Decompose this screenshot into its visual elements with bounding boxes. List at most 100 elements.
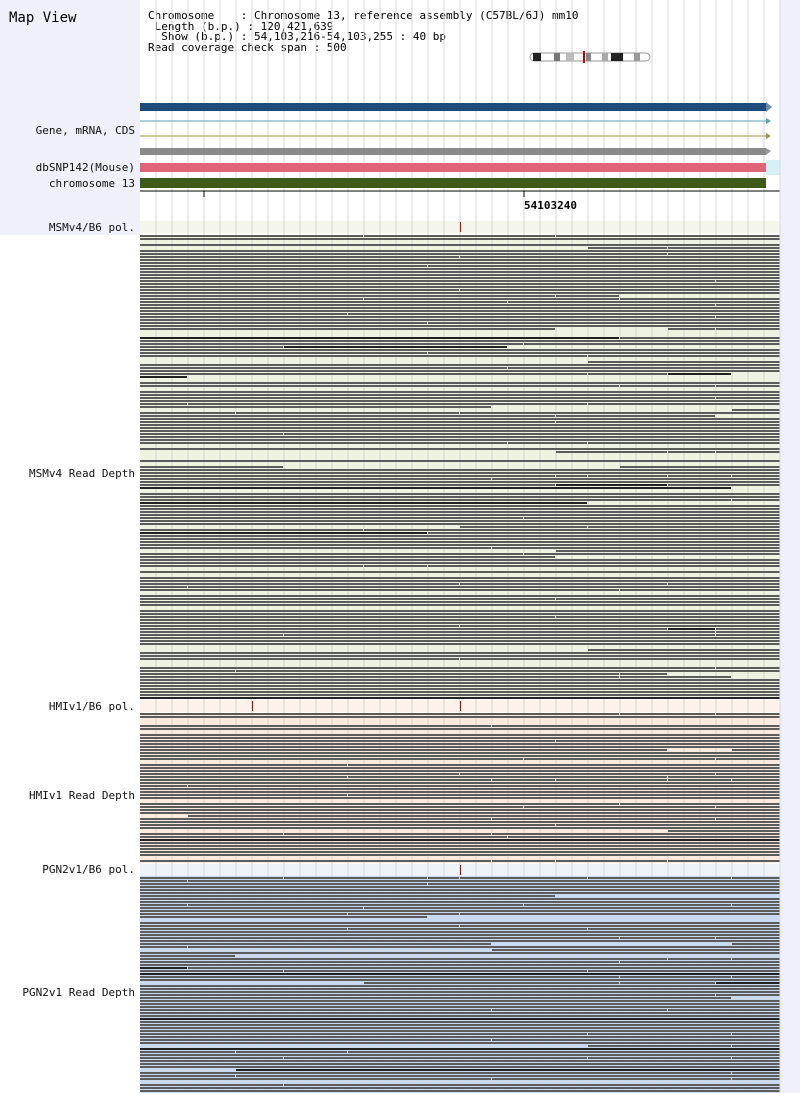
gene-track[interactable] (140, 102, 772, 155)
read-segment (524, 343, 799, 345)
read-segment (620, 961, 799, 963)
read-segment (716, 806, 799, 808)
read-segment (140, 1084, 283, 1086)
read-segment (492, 1078, 731, 1080)
msmv4-reads[interactable] (140, 235, 799, 699)
hmiv1-depth-label[interactable]: HMIv1 Read Depth (29, 789, 135, 802)
dbsnp-bar[interactable] (140, 163, 766, 172)
read-segment (492, 547, 799, 549)
hmiv1-reads[interactable] (140, 713, 799, 862)
read-segment (140, 1009, 491, 1011)
read-segment (556, 824, 799, 826)
read-segment (524, 553, 799, 555)
read-segment (668, 830, 799, 832)
read-segment (348, 928, 587, 930)
read-segment (588, 649, 799, 651)
read-segment (140, 499, 731, 501)
read-segment (140, 631, 715, 633)
read-segment (140, 988, 799, 990)
read-segment (140, 565, 363, 567)
read-segment (556, 860, 667, 862)
read-segment (732, 779, 799, 781)
chromosome-ideogram[interactable] (529, 51, 651, 63)
read-segment (140, 364, 799, 366)
read-segment (428, 883, 799, 885)
read-segment (620, 673, 667, 675)
read-segment (140, 785, 187, 787)
read-segment (140, 349, 799, 351)
read-segment (284, 346, 507, 348)
read-segment (668, 247, 799, 249)
read-segment (140, 725, 491, 727)
ruler: 54103240 (140, 190, 780, 212)
read-segment (140, 598, 555, 600)
read-segment (140, 655, 799, 657)
hmiv1-pol-label[interactable]: HMIv1/B6 pol. (48, 700, 135, 713)
read-segment (140, 634, 283, 636)
pgn2v1-pol-label[interactable]: PGN2v1/B6 pol. (42, 863, 135, 876)
read-segment (716, 713, 799, 715)
read-segment (732, 1078, 799, 1080)
read-segment (460, 773, 715, 775)
pgn2v1-depth-label[interactable]: PGN2v1 Read Depth (22, 986, 135, 999)
read-segment (140, 619, 799, 621)
read-segment (140, 403, 187, 405)
read-segment (140, 385, 619, 387)
read-segment (140, 262, 799, 264)
read-segment (140, 845, 799, 847)
read-segment (140, 767, 799, 769)
read-segment (140, 478, 491, 480)
span-info: Read coverage check span : 500 (148, 40, 347, 54)
read-segment (140, 682, 799, 684)
read-segment (460, 625, 799, 627)
read-segment (284, 877, 427, 879)
chromosome-info: Chromosome : Chromosome 13, reference as… (148, 9, 579, 22)
read-segment (140, 794, 347, 796)
read-segment (588, 970, 799, 972)
read-segment (140, 520, 799, 522)
read-segment (556, 295, 619, 297)
read-segment (588, 442, 799, 444)
map-panel[interactable]: 54103240 (140, 0, 800, 1093)
msmv4-depth-label[interactable]: MSMv4 Read Depth (29, 467, 135, 480)
read-segment (140, 854, 799, 856)
read-segment (668, 628, 715, 630)
read-segment (460, 412, 799, 414)
read-segment (140, 556, 555, 558)
read-segment (140, 448, 799, 450)
read-segment (524, 904, 731, 906)
read-segment (140, 991, 799, 993)
read-segment (140, 886, 799, 888)
dbsnp-track-label[interactable]: dbSNP142(Mouse) (35, 161, 135, 174)
read-segment (140, 928, 347, 930)
pgn2v1-reads[interactable] (140, 877, 799, 1092)
read-segment (140, 283, 799, 285)
gene-track-label[interactable]: Gene, mRNA, CDS (35, 124, 135, 137)
read-segment (140, 1012, 799, 1014)
read-segment (140, 1054, 799, 1056)
read-segment (556, 235, 799, 237)
read-segment (508, 442, 587, 444)
read-segment (140, 460, 799, 462)
read-segment (716, 937, 799, 939)
read-segment (140, 271, 799, 273)
read-segment (140, 508, 799, 510)
read-segment (716, 667, 799, 669)
read-segment (364, 982, 619, 984)
chromosome-bar (140, 178, 766, 188)
read-segment (668, 1009, 799, 1011)
read-segment (140, 313, 347, 315)
read-segment (140, 970, 283, 972)
read-segment (716, 773, 799, 775)
read-segment (140, 688, 799, 690)
msmv4-pol-label[interactable]: MSMv4/B6 pol. (48, 221, 135, 234)
read-segment (140, 583, 459, 585)
read-segment (140, 860, 491, 862)
read-segment (140, 895, 555, 897)
read-segment (364, 298, 619, 300)
read-segment (140, 268, 799, 270)
read-segment (620, 676, 731, 678)
read-segment (140, 643, 799, 645)
read-segment (668, 484, 799, 486)
read-segment (140, 979, 799, 981)
